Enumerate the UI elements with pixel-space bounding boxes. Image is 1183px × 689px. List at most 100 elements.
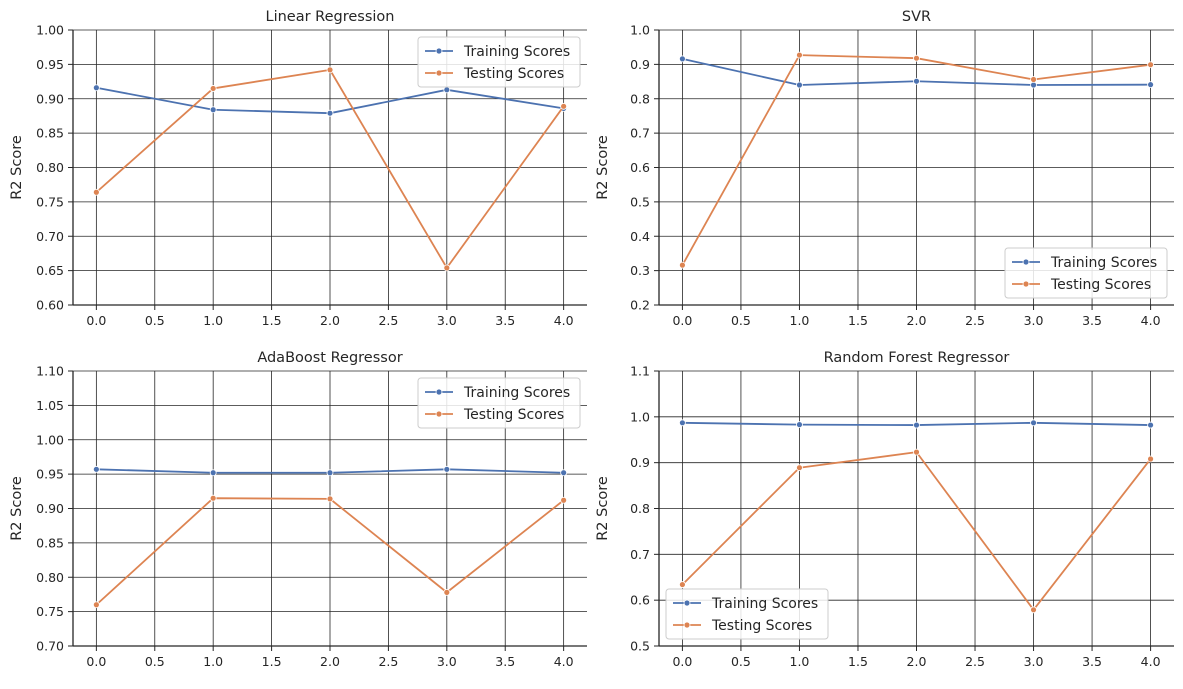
x-tick-label: 1.0 (790, 313, 810, 328)
x-tick-label: 1.0 (203, 654, 223, 669)
y-tick-label: 1.00 (36, 432, 64, 447)
legend-label: Testing Scores (463, 407, 564, 423)
data-point-testing (92, 188, 100, 196)
y-tick-label: 0.80 (36, 570, 64, 585)
y-tick-label: 0.95 (36, 467, 64, 482)
x-tick-label: 4.0 (1141, 313, 1161, 328)
y-tick-label: 1.00 (36, 23, 64, 38)
x-tick-label: 0.5 (731, 313, 751, 328)
data-point-testing (209, 494, 217, 502)
chart-title: Random Forest Regressor (824, 350, 1010, 366)
data-point-testing (679, 581, 686, 588)
y-tick-label: 0.65 (36, 263, 64, 278)
y-tick-label: 0.9 (630, 455, 650, 470)
y-tick-label: 0.70 (36, 229, 64, 244)
x-tick-label: 3.5 (1082, 654, 1102, 669)
y-tick-label: 0.5 (630, 194, 650, 209)
x-tick-label: 3.5 (495, 313, 515, 328)
y-tick-label: 0.75 (36, 604, 64, 619)
legend-label: Training Scores (1050, 255, 1157, 271)
data-point-training (209, 106, 217, 114)
y-tick-label: 0.90 (36, 501, 64, 516)
subplot-3: 0.0 0.5 1.0 1.5 2.0 2.5 3.0 3.5 4.0 0.70 0.75 0.80 0… (9, 350, 587, 669)
x-tick-label: 0.0 (86, 313, 106, 328)
y-tick-label: 0.2 (630, 298, 650, 313)
data-point-training (913, 77, 920, 85)
data-point-training (92, 465, 100, 473)
data-point-training (679, 419, 686, 427)
y-tick-label: 0.9 (630, 57, 650, 72)
legend-swatch-marker (1022, 280, 1030, 288)
data-point-training (560, 469, 568, 477)
data-point-training (796, 81, 803, 89)
y-tick-label: 0.7 (630, 126, 650, 141)
x-tick-label: 0.0 (672, 313, 692, 328)
y-tick-label: 0.6 (630, 593, 650, 608)
legend-swatch-marker (683, 621, 691, 629)
legend-label: Testing Scores (711, 618, 812, 634)
legend-swatch-marker (1022, 258, 1030, 266)
x-tick-label: 0.5 (731, 654, 751, 669)
legend-swatch-marker (683, 599, 691, 607)
legend-box (417, 36, 581, 88)
x-tick-label: 3.0 (437, 654, 457, 669)
y-tick-label: 0.60 (36, 298, 64, 313)
x-tick-label: 3.0 (437, 313, 457, 328)
y-axis-title: R2 Score (595, 135, 611, 200)
legend-box (1004, 247, 1168, 299)
data-point-testing (1147, 455, 1154, 463)
x-tick-label: 3.0 (1024, 313, 1044, 328)
y-axis-title: R2 Score (595, 476, 611, 541)
x-tick-label: 0.0 (672, 654, 692, 669)
x-tick-label: 4.0 (554, 654, 574, 669)
data-point-testing (1147, 61, 1154, 69)
data-point-training (1147, 81, 1154, 89)
x-tick-label: 2.0 (907, 313, 927, 328)
data-point-testing (796, 51, 803, 59)
y-tick-label: 0.8 (630, 501, 650, 516)
y-tick-label: 0.75 (36, 194, 64, 209)
data-point-training (443, 86, 451, 94)
data-point-training (326, 469, 334, 477)
legend-swatch-marker (435, 388, 443, 396)
chart-title: SVR (902, 9, 931, 25)
y-axis-title: R2 Score (9, 135, 25, 200)
x-tick-label: 3.5 (1082, 313, 1102, 328)
chart-title: AdaBoost Regressor (257, 350, 402, 366)
x-tick-label: 2.0 (320, 654, 340, 669)
x-tick-label: 1.0 (203, 313, 223, 328)
x-tick-label: 4.0 (554, 313, 574, 328)
x-tick-label: 2.0 (320, 313, 340, 328)
data-point-testing (560, 496, 568, 504)
subplot-2: 0.0 0.5 1.0 1.5 2.0 2.5 3.0 3.5 4.0 0.2 0.3 0.4 0.5 0… (595, 9, 1174, 328)
legend-label: Training Scores (463, 385, 570, 401)
x-tick-label: 1.5 (848, 313, 868, 328)
y-tick-label: 0.7 (630, 547, 650, 562)
data-point-testing (560, 102, 568, 110)
x-tick-label: 4.0 (1141, 654, 1161, 669)
chart-title: Linear Regression (266, 9, 395, 25)
y-tick-label: 1.0 (630, 23, 650, 38)
legend-label: Testing Scores (1050, 277, 1151, 293)
data-point-testing (209, 85, 217, 92)
y-tick-label: 1.10 (36, 364, 64, 379)
x-tick-label: 1.0 (790, 654, 810, 669)
y-tick-label: 0.95 (36, 57, 64, 72)
y-tick-label: 0.90 (36, 91, 64, 106)
data-point-testing (1030, 606, 1037, 614)
data-point-testing (326, 495, 334, 503)
data-point-training (1030, 419, 1037, 427)
legend-swatch-marker (435, 69, 443, 77)
x-tick-label: 1.5 (848, 654, 868, 669)
data-point-training (326, 109, 334, 117)
subplot-1: 0.0 0.5 1.0 1.5 2.0 2.5 3.0 3.5 4.0 0.60 0.65 0.70 0… (9, 9, 587, 328)
data-point-testing (326, 66, 334, 74)
data-point-training (443, 465, 451, 473)
y-tick-label: 1.05 (36, 398, 64, 413)
legend: Training Scores Testing Scores (665, 588, 829, 640)
x-tick-label: 1.5 (262, 654, 282, 669)
x-tick-label: 3.0 (1024, 654, 1044, 669)
y-tick-label: 0.85 (36, 535, 64, 550)
x-tick-label: 2.5 (378, 654, 398, 669)
